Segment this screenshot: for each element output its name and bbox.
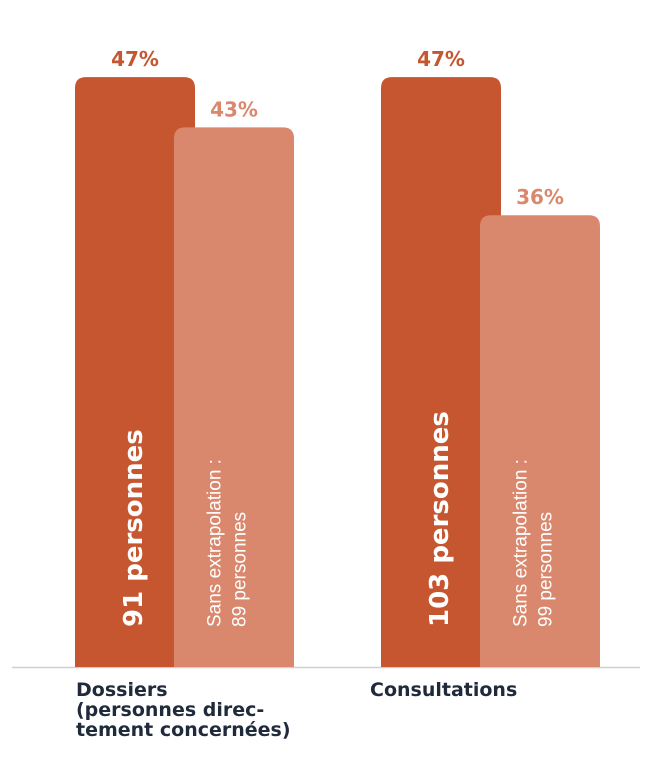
bar-consultations-series-1 bbox=[381, 77, 501, 667]
bar-dossiers-series-2 bbox=[174, 127, 294, 668]
category-label-dossiers: Dossiers (personnes direc- tement concer… bbox=[76, 680, 346, 740]
bar-text-consultations-series-1: 103 personnes bbox=[425, 411, 455, 627]
bar-text-consultations-series-2: Sans extrapolation : bbox=[511, 459, 532, 627]
bar-dossiers-series-1 bbox=[75, 77, 195, 667]
bar-text-dossiers-series-1: 91 personnes bbox=[119, 429, 149, 627]
data-label-consultations-series-1: 47% bbox=[417, 47, 465, 71]
category-label-line: Consultations bbox=[370, 679, 518, 701]
category-label-line: (personnes direc- bbox=[76, 699, 265, 721]
bar-text-dossiers-series-2: 89 personnes bbox=[230, 512, 251, 627]
bar-text-dossiers-series-2: Sans extrapolation : bbox=[205, 459, 226, 627]
data-label-dossiers-series-2: 43% bbox=[210, 97, 258, 121]
data-label-dossiers-series-1: 47% bbox=[111, 47, 159, 71]
category-label-consultations: Consultations bbox=[370, 680, 620, 700]
bar-text-consultations-series-2: 99 personnes bbox=[536, 512, 557, 627]
bar-consultations-series-2 bbox=[480, 215, 600, 667]
category-label-line: Dossiers bbox=[76, 679, 168, 701]
category-label-line: tement concernées) bbox=[76, 719, 291, 741]
data-label-consultations-series-2: 36% bbox=[516, 185, 564, 209]
